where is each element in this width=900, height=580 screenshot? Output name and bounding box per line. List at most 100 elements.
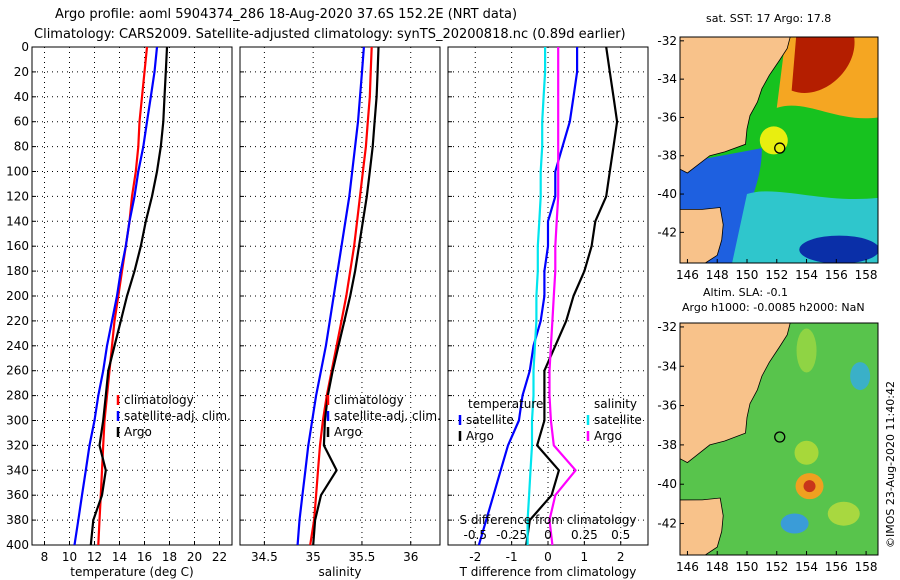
series-line-argo xyxy=(312,46,380,546)
coastline-tasmania xyxy=(680,497,724,555)
top-x-tick-label: -0.5 xyxy=(464,528,487,542)
figure-title-line1: Argo profile: aoml 5904374_286 18-Aug-20… xyxy=(55,7,518,22)
legend-label: satellite-adj. clim. xyxy=(334,409,441,423)
legend-title-salinity: salinity xyxy=(594,397,637,411)
x-tick-label: -2 xyxy=(469,550,481,564)
map-lon-label: 150 xyxy=(736,268,759,282)
map-lon-label: 154 xyxy=(795,268,818,282)
sla-anomaly xyxy=(803,480,816,493)
y-tick-label: 280 xyxy=(6,389,29,403)
imos-timestamp: ©IMOS 23-Aug-2020 11:40:42 xyxy=(884,381,897,548)
map-lon-label: 158 xyxy=(855,560,878,574)
sla-anomaly xyxy=(796,328,817,373)
legend-label: satellite xyxy=(594,413,642,427)
top-x-tick-label: 0 xyxy=(544,528,552,542)
map-lat-label: -38 xyxy=(657,438,677,452)
y-tick-label: 260 xyxy=(6,364,29,378)
sla-anomaly xyxy=(794,440,819,465)
sla-map xyxy=(679,322,879,556)
sla-anomaly xyxy=(850,362,871,391)
y-tick-label: 40 xyxy=(14,90,29,104)
map-lat-label: -34 xyxy=(657,359,677,373)
y-tick-label: 380 xyxy=(6,513,29,527)
map-lat-label: -40 xyxy=(657,477,677,491)
x-tick-label: 10 xyxy=(62,550,77,564)
coastline-land xyxy=(680,323,791,464)
y-tick-label: 320 xyxy=(6,438,29,452)
map-lon-label: 148 xyxy=(706,268,729,282)
map-lat-label: -42 xyxy=(657,225,677,239)
legend-label: satellite xyxy=(466,413,514,427)
sla-map-title-line1: Altim. SLA: -0.1 xyxy=(703,286,789,299)
argo-float-marker xyxy=(774,431,786,443)
y-tick-label: 180 xyxy=(6,264,29,278)
series-line-argo xyxy=(89,46,169,546)
top-x-tick-label: 0.5 xyxy=(611,528,630,542)
x-tick-label: -1 xyxy=(506,550,518,564)
map-lat-label: -42 xyxy=(657,517,677,531)
legend-label: climatology xyxy=(124,393,194,407)
legend-label: satellite-adj. clim. xyxy=(124,409,231,423)
map-lon-label: 146 xyxy=(676,560,699,574)
map-lon-label: 152 xyxy=(765,560,788,574)
x-tick-label: 34.5 xyxy=(251,550,278,564)
x-tick-label: 20 xyxy=(187,550,202,564)
y-tick-label: 220 xyxy=(6,314,29,328)
x-tick-label: 2 xyxy=(617,550,625,564)
x-tick-label: 18 xyxy=(162,550,177,564)
coastline-tasmania xyxy=(680,207,724,263)
series-line-climatology xyxy=(309,46,373,546)
y-tick-label: 80 xyxy=(14,140,29,154)
series-line-argo-s-diff xyxy=(548,47,577,546)
x-tick-label: 8 xyxy=(41,550,49,564)
y-tick-label: 60 xyxy=(14,115,29,129)
sst-warm-eddy xyxy=(759,126,788,155)
sst-map-frame xyxy=(679,36,879,264)
series-line-satellite-adj-clim- xyxy=(73,46,159,546)
legend-title-temperature: temperature xyxy=(468,397,543,411)
map-lat-label: -34 xyxy=(657,72,677,86)
x-tick-label: 35 xyxy=(306,550,321,564)
y-tick-label: 340 xyxy=(6,463,29,477)
top-axis-label: S difference from climatology xyxy=(460,513,637,527)
sst-cold-patch xyxy=(799,235,878,263)
sla-map-title-line2: Argo h1000: -0.0085 h2000: NaN xyxy=(682,301,865,314)
sla-anomaly xyxy=(780,513,809,534)
map-lon-label: 146 xyxy=(676,268,699,282)
x-tick-label: 22 xyxy=(212,550,227,564)
map-lat-label: -38 xyxy=(657,149,677,163)
map-lon-label: 158 xyxy=(855,268,878,282)
map-lat-label: -36 xyxy=(657,399,677,413)
sst-map-title: sat. SST: 17 Argo: 17.8 xyxy=(706,12,832,25)
x-tick-label: 16 xyxy=(137,550,152,564)
legend-label: Argo xyxy=(594,429,622,443)
y-tick-label: 0 xyxy=(21,40,29,54)
map-lat-label: -32 xyxy=(657,320,677,334)
series-line-satellite-s-diff xyxy=(526,47,547,545)
legend-label: Argo xyxy=(334,425,362,439)
y-tick-label: 20 xyxy=(14,65,29,79)
y-tick-label: 240 xyxy=(6,339,29,353)
x-tick-label: 0 xyxy=(544,550,552,564)
x-tick-label: 1 xyxy=(581,550,589,564)
map-lat-label: -36 xyxy=(657,110,677,124)
y-tick-label: 200 xyxy=(6,289,29,303)
series-line-satellite-adj-clim- xyxy=(296,46,365,546)
sla-anomaly xyxy=(827,501,860,526)
legend-label: Argo xyxy=(466,429,494,443)
sst-hot-core xyxy=(791,37,855,93)
map-lon-label: 152 xyxy=(765,268,788,282)
map-lat-label: -32 xyxy=(657,34,677,48)
map-lon-label: 156 xyxy=(825,268,848,282)
map-lon-label: 148 xyxy=(706,560,729,574)
y-tick-label: 120 xyxy=(6,189,29,203)
y-tick-label: 100 xyxy=(6,165,29,179)
map-lat-label: -40 xyxy=(657,187,677,201)
y-tick-label: 160 xyxy=(6,239,29,253)
x-axis-label-difference: T difference from climatology xyxy=(459,565,637,579)
series-line-satellite-t-diff xyxy=(477,47,579,546)
legend-label: Argo xyxy=(124,425,152,439)
map-lon-label: 150 xyxy=(736,560,759,574)
x-tick-label: 12 xyxy=(87,550,102,564)
